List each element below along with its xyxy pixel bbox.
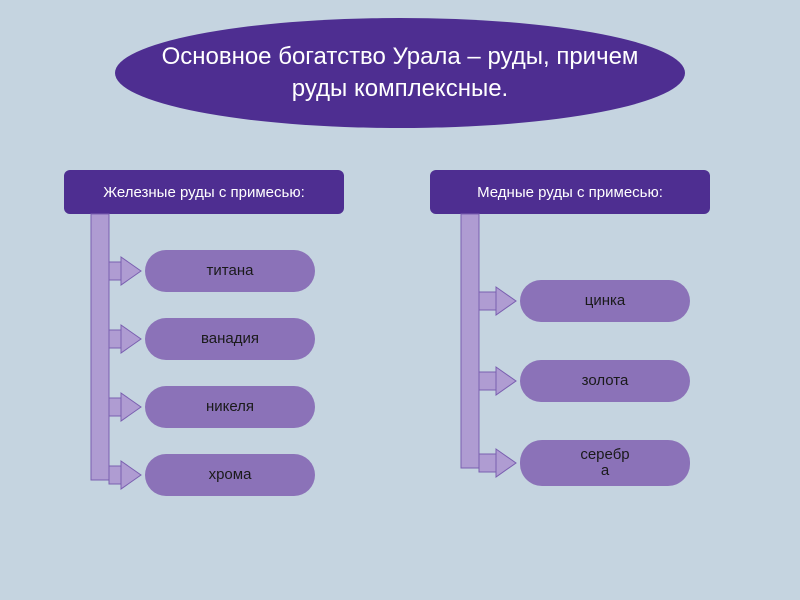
header-iron: Железные руды с примесью: [64, 170, 344, 214]
pill-label: серебр а [580, 447, 629, 480]
pill-iron-2: ванадия [145, 318, 315, 360]
title-oval: Основное богатство Урала – руды, причем … [115, 18, 685, 128]
header-copper-label: Медные руды с примесью: [477, 184, 663, 201]
pill-label: ванадия [201, 331, 259, 348]
pill-copper-1: цинка [520, 280, 690, 322]
pill-iron-3: никеля [145, 386, 315, 428]
pill-iron-1: титана [145, 250, 315, 292]
title-text: Основное богатство Урала – руды, причем … [155, 41, 645, 106]
pill-copper-2: золота [520, 360, 690, 402]
header-iron-label: Железные руды с примесью: [103, 184, 305, 201]
header-copper: Медные руды с примесью: [430, 170, 710, 214]
pill-label: золота [582, 373, 629, 390]
pill-iron-4: хрома [145, 454, 315, 496]
pill-label: цинка [585, 293, 626, 310]
pill-label: хрома [209, 467, 252, 484]
pill-label: никеля [206, 399, 254, 416]
pill-label: титана [207, 263, 254, 280]
pill-copper-3: серебр а [520, 440, 690, 486]
